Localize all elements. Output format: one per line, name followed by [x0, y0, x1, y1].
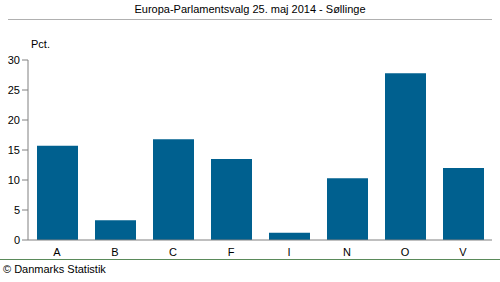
svg-text:20: 20	[8, 114, 20, 126]
svg-text:I: I	[287, 246, 290, 258]
html-text:Pct.: Pct.	[31, 38, 50, 50]
svg-text:25: 25	[8, 84, 20, 96]
svg-text:0: 0	[14, 234, 20, 246]
html-text:© Danmarks Statistik: © Danmarks Statistik	[3, 263, 106, 275]
html-text:Europa-Parlamentsvalg 25. maj: Europa-Parlamentsvalg 25. maj 2014 - Søl…	[134, 3, 366, 15]
svg-text:10: 10	[8, 174, 20, 186]
svg-text:30: 30	[8, 54, 20, 66]
svg-text:15: 15	[8, 144, 20, 156]
svg-text:C: C	[169, 246, 177, 258]
svg-text:N: N	[343, 246, 351, 258]
svg-text:5: 5	[14, 204, 20, 216]
svg-text:F: F	[228, 246, 235, 258]
svg-text:O: O	[401, 246, 410, 258]
svg-text:A: A	[53, 246, 61, 258]
svg-text:B: B	[111, 246, 118, 258]
svg-text:V: V	[459, 246, 467, 258]
